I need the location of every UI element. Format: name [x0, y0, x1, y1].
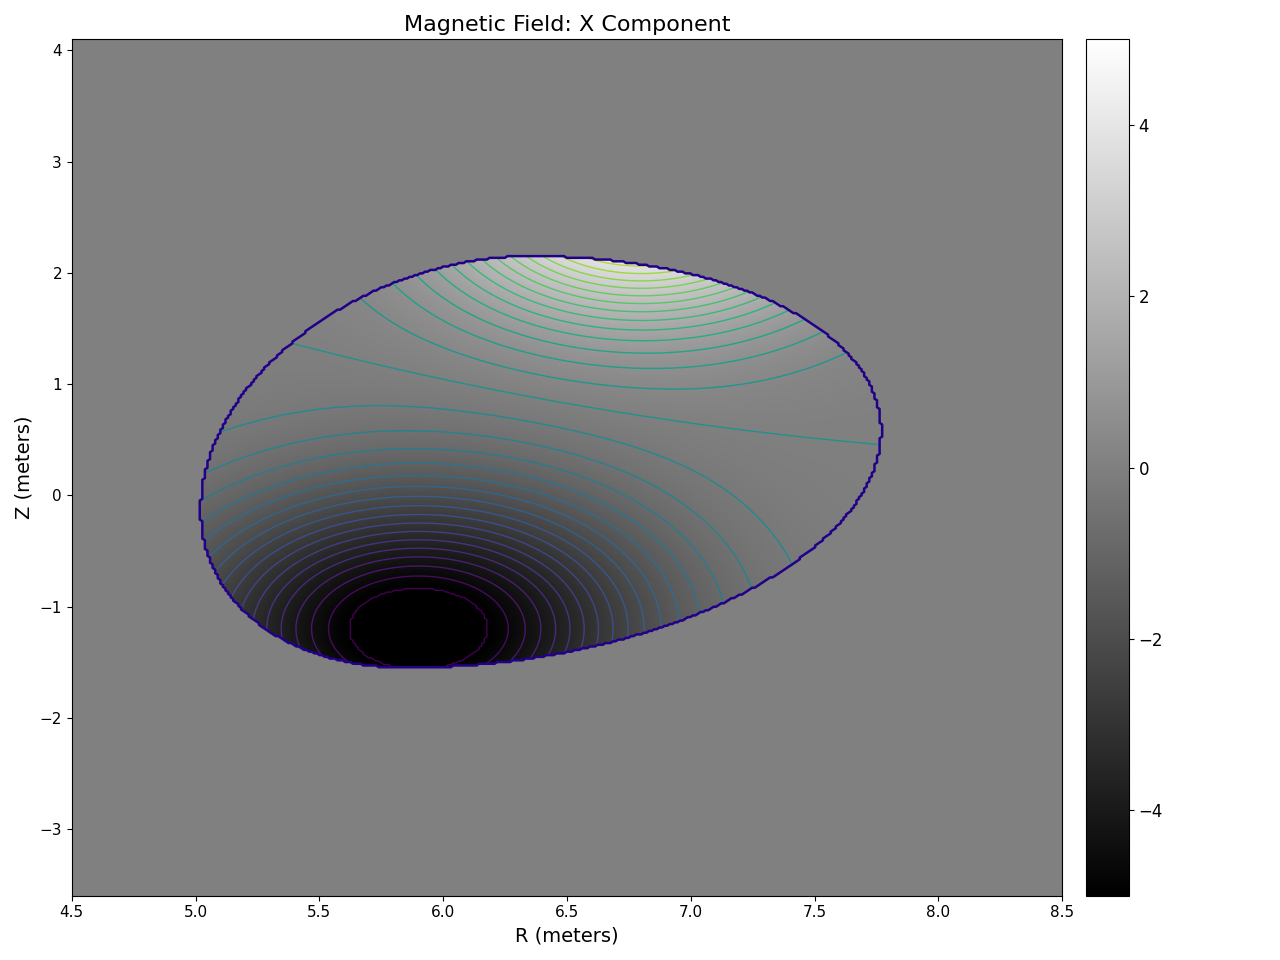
Title: Magnetic Field: X Component: Magnetic Field: X Component [403, 15, 730, 35]
Y-axis label: Z (meters): Z (meters) [15, 416, 35, 519]
X-axis label: R (meters): R (meters) [515, 926, 618, 945]
